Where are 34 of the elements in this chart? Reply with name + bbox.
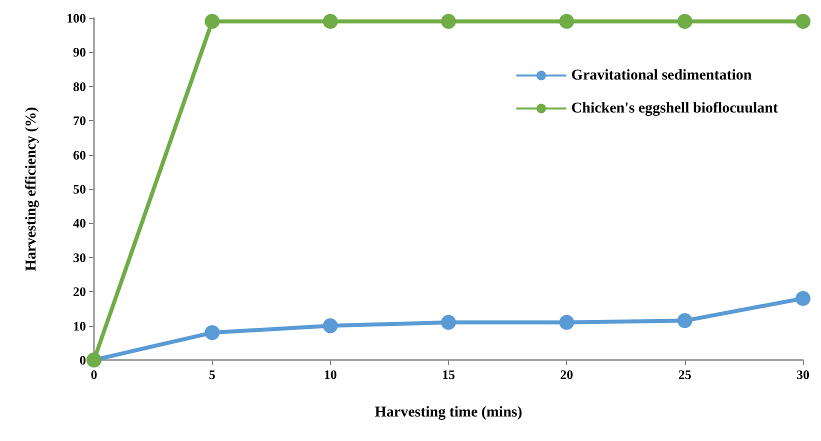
point [559,14,574,29]
y-tick-label: 50 [73,182,86,196]
x-tick-label: 5 [208,367,216,382]
x-tick-label: 10 [324,367,337,382]
x-tick-label: 0 [90,367,98,382]
point [204,325,220,340]
y-tick-label: 20 [73,284,86,300]
legend-label: Gravitational sedimentation [571,68,752,84]
y-tick-label: 60 [73,147,86,162]
y-tick-label: 70 [73,113,86,128]
point [322,318,338,334]
y-tick-label: 10 [73,318,86,334]
legend-label: Chicken's eggshell bioflocuulant [571,100,778,116]
point [677,313,692,328]
point [322,14,338,29]
y-tick-label: 40 [73,216,86,231]
x-tick-label: 30 [796,367,810,382]
point [204,14,220,29]
y-tick-label: 30 [73,250,86,265]
point [677,14,692,29]
y-tick-label: 90 [73,44,86,60]
y-axis-title: Harvesting efficiency (%) [24,106,40,272]
point [441,314,456,330]
x-tick-label: 20 [560,367,574,382]
point [796,14,810,29]
x-tick-label: 15 [442,367,456,382]
point [796,290,810,306]
x-axis-title: Harvesting time (mins) [374,404,522,420]
point [441,14,456,29]
y-tick-label: 0 [80,352,86,368]
y-tick-label: 100 [66,10,86,26]
x-tick-label: 25 [678,367,692,382]
y-tick-label: 80 [73,78,86,94]
point [559,314,574,330]
